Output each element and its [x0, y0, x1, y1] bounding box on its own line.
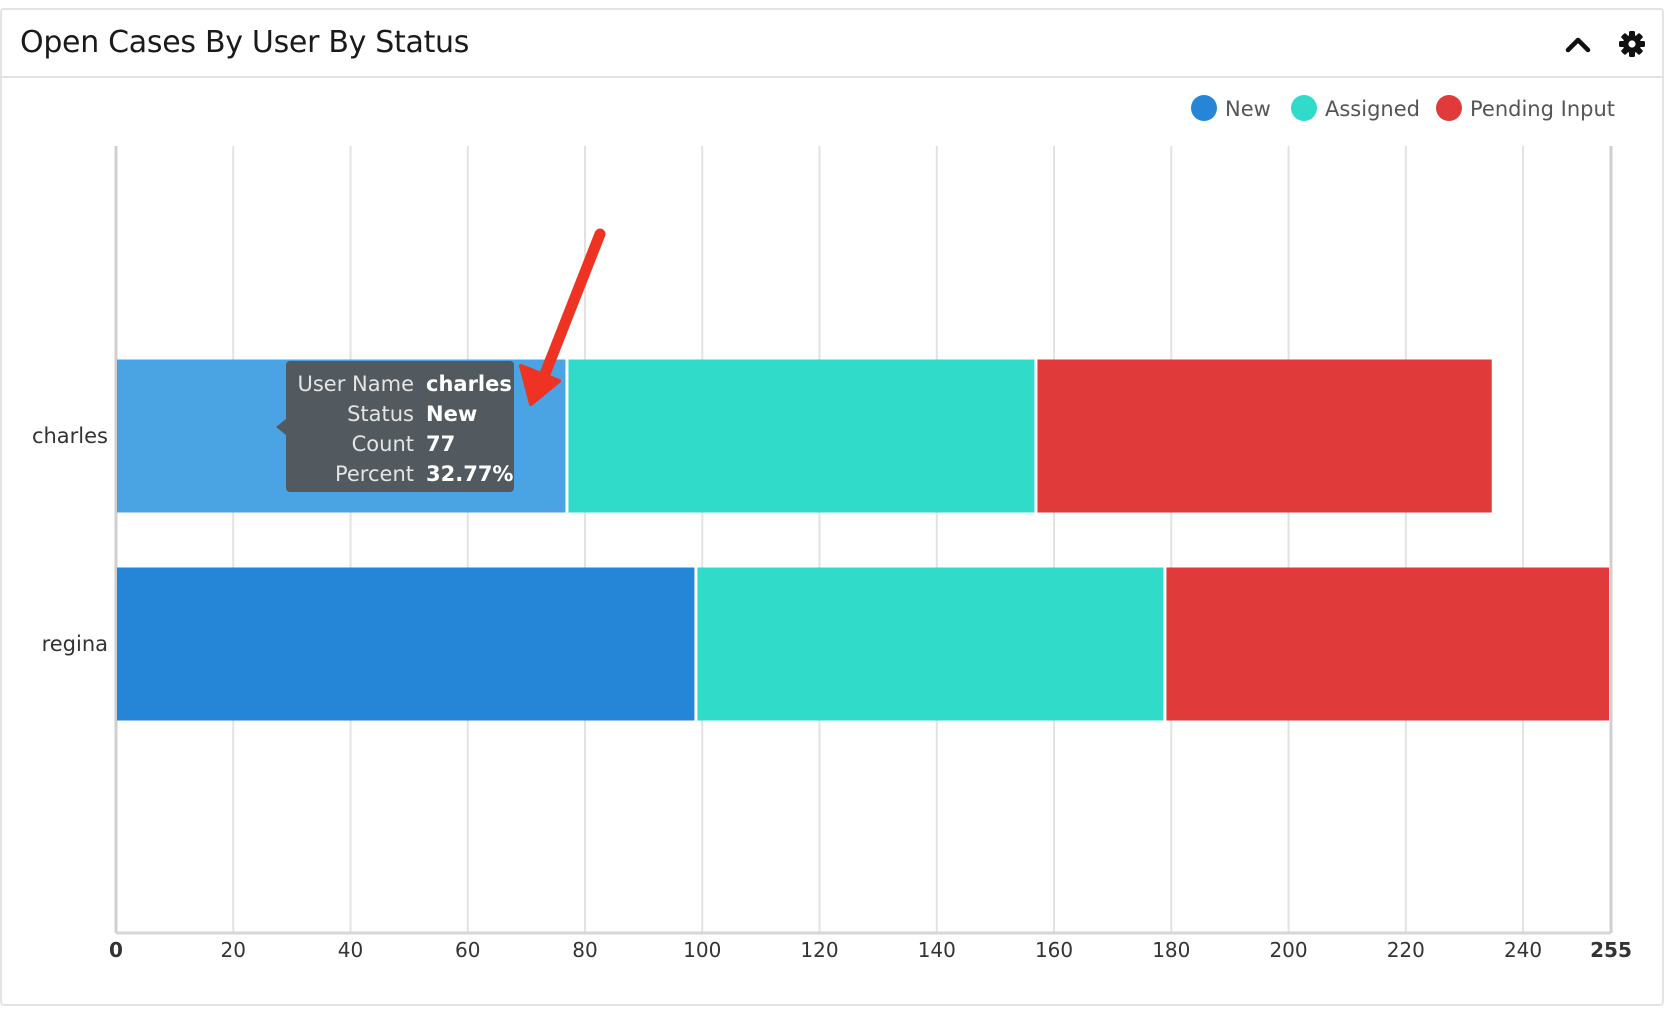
bar-regina-assigned[interactable]	[697, 567, 1164, 721]
collapse-button[interactable]	[1560, 26, 1596, 62]
tooltip-caret	[276, 419, 286, 435]
x-axis: 0 20 40 60 80 100 120 140 160 180 200 220 240 255	[109, 931, 1632, 962]
tooltip-label: Status	[347, 402, 414, 426]
x-tick-label: 160	[1035, 938, 1073, 962]
tooltip-label: Percent	[335, 462, 414, 486]
x-tick-label: 80	[572, 938, 597, 962]
tooltip: User Name charles Status New Count 77 Percent 3…	[276, 361, 514, 492]
bar-regina-pending-input[interactable]	[1166, 567, 1609, 721]
dashlet-title: Open Cases By User By Status	[20, 25, 470, 60]
x-tick-label: 40	[338, 938, 363, 962]
arrow-shaft	[537, 228, 606, 385]
x-tick-label: 100	[683, 938, 721, 962]
legend-swatch	[1191, 95, 1217, 121]
tooltip-value: 77	[426, 432, 455, 456]
bar-charles-pending-input[interactable]	[1037, 359, 1492, 513]
legend-swatch	[1291, 95, 1317, 121]
legend-item-pending-input[interactable]: Pending Input	[1436, 95, 1615, 121]
arrow-head	[519, 364, 561, 406]
y-axis: charles regina	[32, 424, 108, 656]
tooltip-value: 32.77%	[426, 462, 513, 486]
tooltip-box	[286, 361, 514, 492]
x-tick-label: 255	[1590, 938, 1632, 962]
x-tick-label: 200	[1269, 938, 1307, 962]
grid-layer	[114, 146, 1613, 933]
tooltip-label: User Name	[298, 372, 415, 396]
x-tick-label: 60	[455, 938, 480, 962]
legend: New Assigned Pending Input	[1191, 95, 1615, 121]
dashlet-header: Open Cases By User By Status	[2, 10, 1662, 78]
legend-item-assigned[interactable]: Assigned	[1291, 95, 1420, 121]
bar-charles-assigned[interactable]	[568, 359, 1035, 513]
x-tick-label: 0	[109, 938, 123, 962]
chevron-up-icon	[1565, 37, 1591, 53]
x-tick-label: 120	[800, 938, 838, 962]
gear-icon	[1619, 31, 1645, 57]
legend-item-new[interactable]: New	[1191, 95, 1271, 121]
x-tick-label: 240	[1504, 938, 1542, 962]
x-tick-label: 140	[918, 938, 956, 962]
x-tick-label: 20	[221, 938, 246, 962]
legend-label: New	[1225, 97, 1271, 121]
y-category-label: charles	[32, 424, 108, 448]
y-category-label: regina	[42, 632, 108, 656]
legend-swatch	[1436, 95, 1462, 121]
legend-label: Assigned	[1325, 97, 1420, 121]
x-tick-label: 180	[1152, 938, 1190, 962]
tooltip-value: charles	[426, 372, 512, 396]
tooltip-label: Count	[352, 432, 414, 456]
x-tick-label: 220	[1387, 938, 1425, 962]
tooltip-value: New	[426, 402, 477, 426]
settings-button[interactable]	[1614, 26, 1650, 62]
bar-regina-new[interactable]	[117, 567, 695, 721]
annotation-arrow	[519, 228, 606, 406]
legend-label: Pending Input	[1470, 97, 1615, 121]
